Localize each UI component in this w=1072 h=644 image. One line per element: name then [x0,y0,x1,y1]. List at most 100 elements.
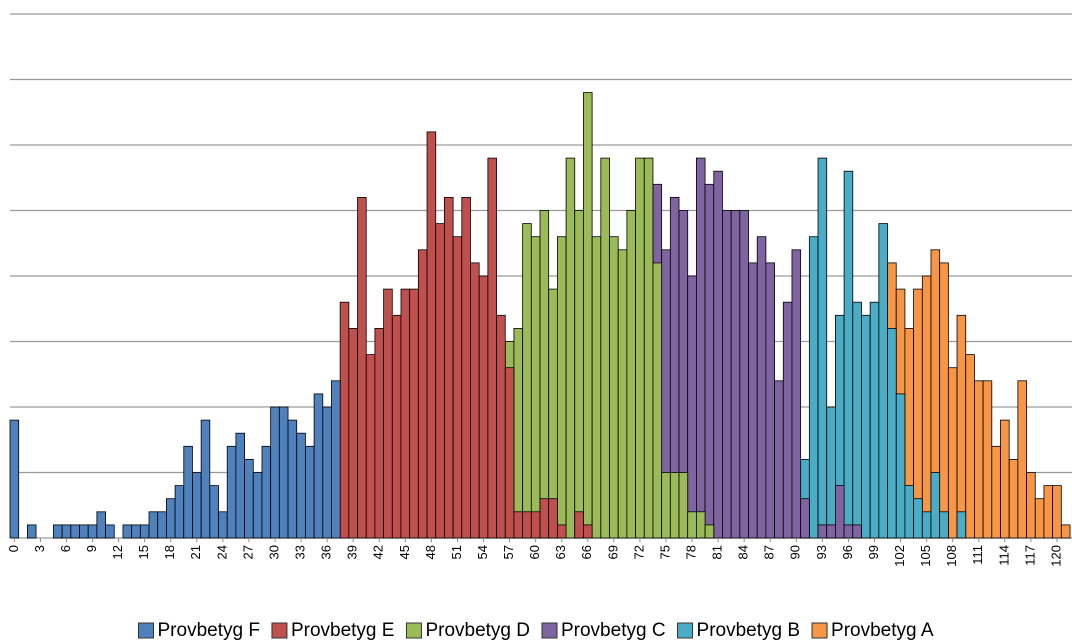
bar [365,354,376,539]
x-tick-label: 45 [397,545,412,559]
bar [774,380,784,539]
bar [530,236,541,539]
bar [609,236,619,539]
bar [331,380,341,539]
bar [956,314,967,539]
bar [157,511,167,539]
bar [504,367,515,539]
x-tick-label: 84 [736,545,751,559]
x-tick-label: 81 [710,545,725,559]
x-tick-label: 63 [553,545,568,559]
bar [548,498,558,539]
bar [487,157,497,539]
x-tick-label: 96 [840,545,855,559]
bar [244,458,254,539]
bar [374,327,385,539]
bar [183,445,193,539]
bar [513,511,524,539]
x-tick-label: 93 [814,545,829,559]
bar [174,485,185,539]
bar [956,511,967,539]
bar [1052,485,1062,539]
bar [452,236,463,539]
x-tick-label: 105 [918,545,933,567]
bar [53,524,63,539]
bar [1000,419,1010,539]
bar [391,314,402,539]
legend-label: Provbetyg C [561,620,666,641]
bar [678,472,689,539]
x-tick-label: 90 [788,545,803,559]
x-tick-label: 30 [266,545,281,559]
bar [974,380,984,539]
bar [70,524,80,539]
bar [383,288,393,539]
bar [835,485,845,539]
bar [791,249,802,539]
bar [105,524,115,539]
bar [704,183,715,539]
bar [1043,485,1054,539]
legend-label: Provbetyg D [425,620,530,641]
bar [695,157,706,539]
x-tick-label: 51 [449,545,464,559]
x-tick-label: 36 [319,545,334,559]
bar [600,157,610,539]
x-tick-label: 42 [371,545,386,559]
bar [96,511,106,539]
bar [1008,458,1019,539]
bar [591,236,602,539]
bar [635,157,645,539]
bar [852,524,862,539]
bar [79,524,89,539]
bar [748,262,758,539]
legend-label: Provbetyg F [158,620,260,641]
legend-swatch [405,622,422,639]
bar [1034,498,1045,539]
x-tick-label: 87 [762,545,777,559]
bar [287,419,298,539]
x-tick-label: 0 [6,545,21,552]
bar [930,472,941,539]
bar [409,288,419,539]
bar [261,445,272,539]
bar [209,485,219,539]
x-tick-label: 108 [944,545,959,567]
bar [556,236,567,539]
bar [1026,472,1036,539]
bar [939,511,949,539]
bar [713,170,723,539]
bar [687,511,697,539]
bar [965,354,975,539]
bar [539,210,550,539]
bar [626,210,636,539]
bar [583,524,593,539]
bar [522,511,532,539]
x-tick-label: 117 [1022,545,1037,566]
bar [1060,524,1071,539]
x-tick-label: 21 [188,545,203,559]
bar [643,157,654,539]
legend-swatch [541,622,558,639]
bar [322,406,332,539]
bar [913,498,923,539]
bar [530,511,541,539]
bar [539,498,550,539]
x-tick-label: 39 [345,545,360,559]
bar [226,445,237,539]
bar [947,367,958,539]
x-tick-label: 78 [683,545,698,559]
x-tick-label: 102 [892,545,907,567]
bar [192,472,202,539]
bar [661,472,671,539]
bar [921,275,932,539]
legend-label: Provbetyg B [697,620,801,641]
bar [878,223,888,539]
bar [808,236,819,539]
bar [148,511,159,539]
bar [739,210,749,539]
bar [982,380,993,539]
bar [826,524,836,539]
bar [782,301,793,539]
